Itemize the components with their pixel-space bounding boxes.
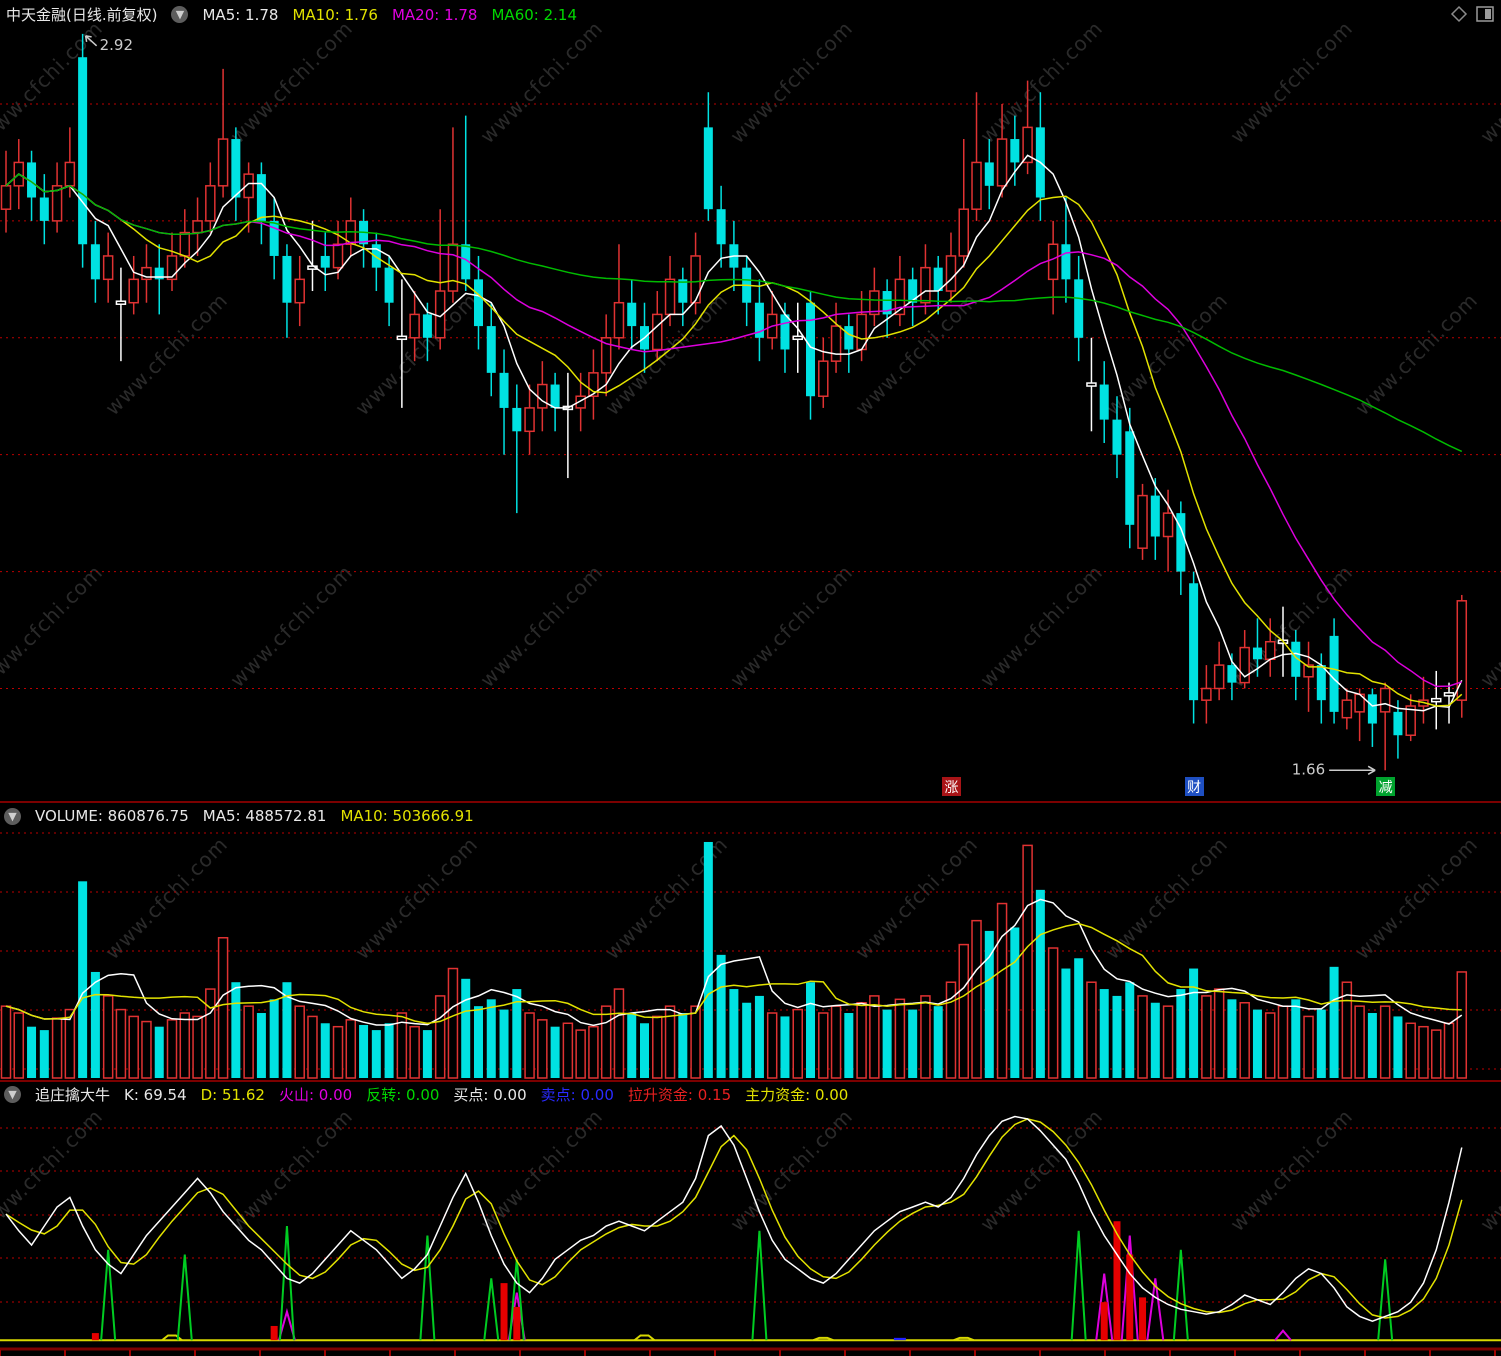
ma60-value: MA60: 2.14 xyxy=(491,5,577,24)
volume-ma5-value: MA5: 488572.81 xyxy=(202,807,327,825)
main-chart-header: 中天金融(日线.前复权) ▼ MA5: 1.78 MA10: 1.76 MA20… xyxy=(6,4,577,25)
d-value: D: 51.62 xyxy=(200,1085,265,1104)
zhuli-value: 主力资金: 0.00 xyxy=(745,1086,849,1104)
indicator-name: 追庄擒大牛 xyxy=(35,1086,111,1104)
volume-panel-header: ▼ VOLUME: 860876.75 MA5: 488572.81 MA10:… xyxy=(4,807,474,825)
maidian-value: 买点: 0.00 xyxy=(453,1086,527,1104)
low-price-annotation: 1.66 xyxy=(1292,760,1325,778)
ma20-value: MA20: 1.78 xyxy=(391,5,478,24)
sell-point-value: 卖点: 0.00 xyxy=(540,1086,614,1104)
collapse-chevron-icon[interactable]: ▼ xyxy=(4,1086,21,1103)
k-value: K: 69.54 xyxy=(124,1085,187,1104)
event-marker-badge: 财 xyxy=(1184,777,1204,796)
diamond-icon[interactable] xyxy=(1450,5,1468,23)
ma10-value: MA10: 1.76 xyxy=(292,5,378,24)
indicator-panel-header: ▼ 追庄擒大牛 K: 69.54 D: 51.62 火山: 0.00 反转: 0… xyxy=(4,1084,848,1105)
volume-ma10-value: MA10: 503666.91 xyxy=(340,807,474,825)
collapse-chevron-icon[interactable]: ▼ xyxy=(4,807,21,825)
split-layout-icon[interactable] xyxy=(1476,5,1495,23)
event-marker-badge: 涨 xyxy=(941,777,961,796)
stock-title: 中天金融(日线.前复权) xyxy=(6,6,158,24)
event-marker-badge: 减 xyxy=(1376,777,1396,796)
volume-value: VOLUME: 860876.75 xyxy=(35,807,189,825)
collapse-chevron-icon[interactable]: ▼ xyxy=(171,6,189,23)
ma5-value: MA5: 1.78 xyxy=(202,5,279,24)
fanzhuan-value: 反转: 0.00 xyxy=(366,1086,440,1104)
high-price-annotation: 2.92 xyxy=(100,36,133,54)
window-tools xyxy=(1450,5,1495,23)
huoshan-value: 火山: 0.00 xyxy=(278,1086,353,1104)
lasheng-value: 拉升资金: 0.15 xyxy=(627,1086,732,1104)
